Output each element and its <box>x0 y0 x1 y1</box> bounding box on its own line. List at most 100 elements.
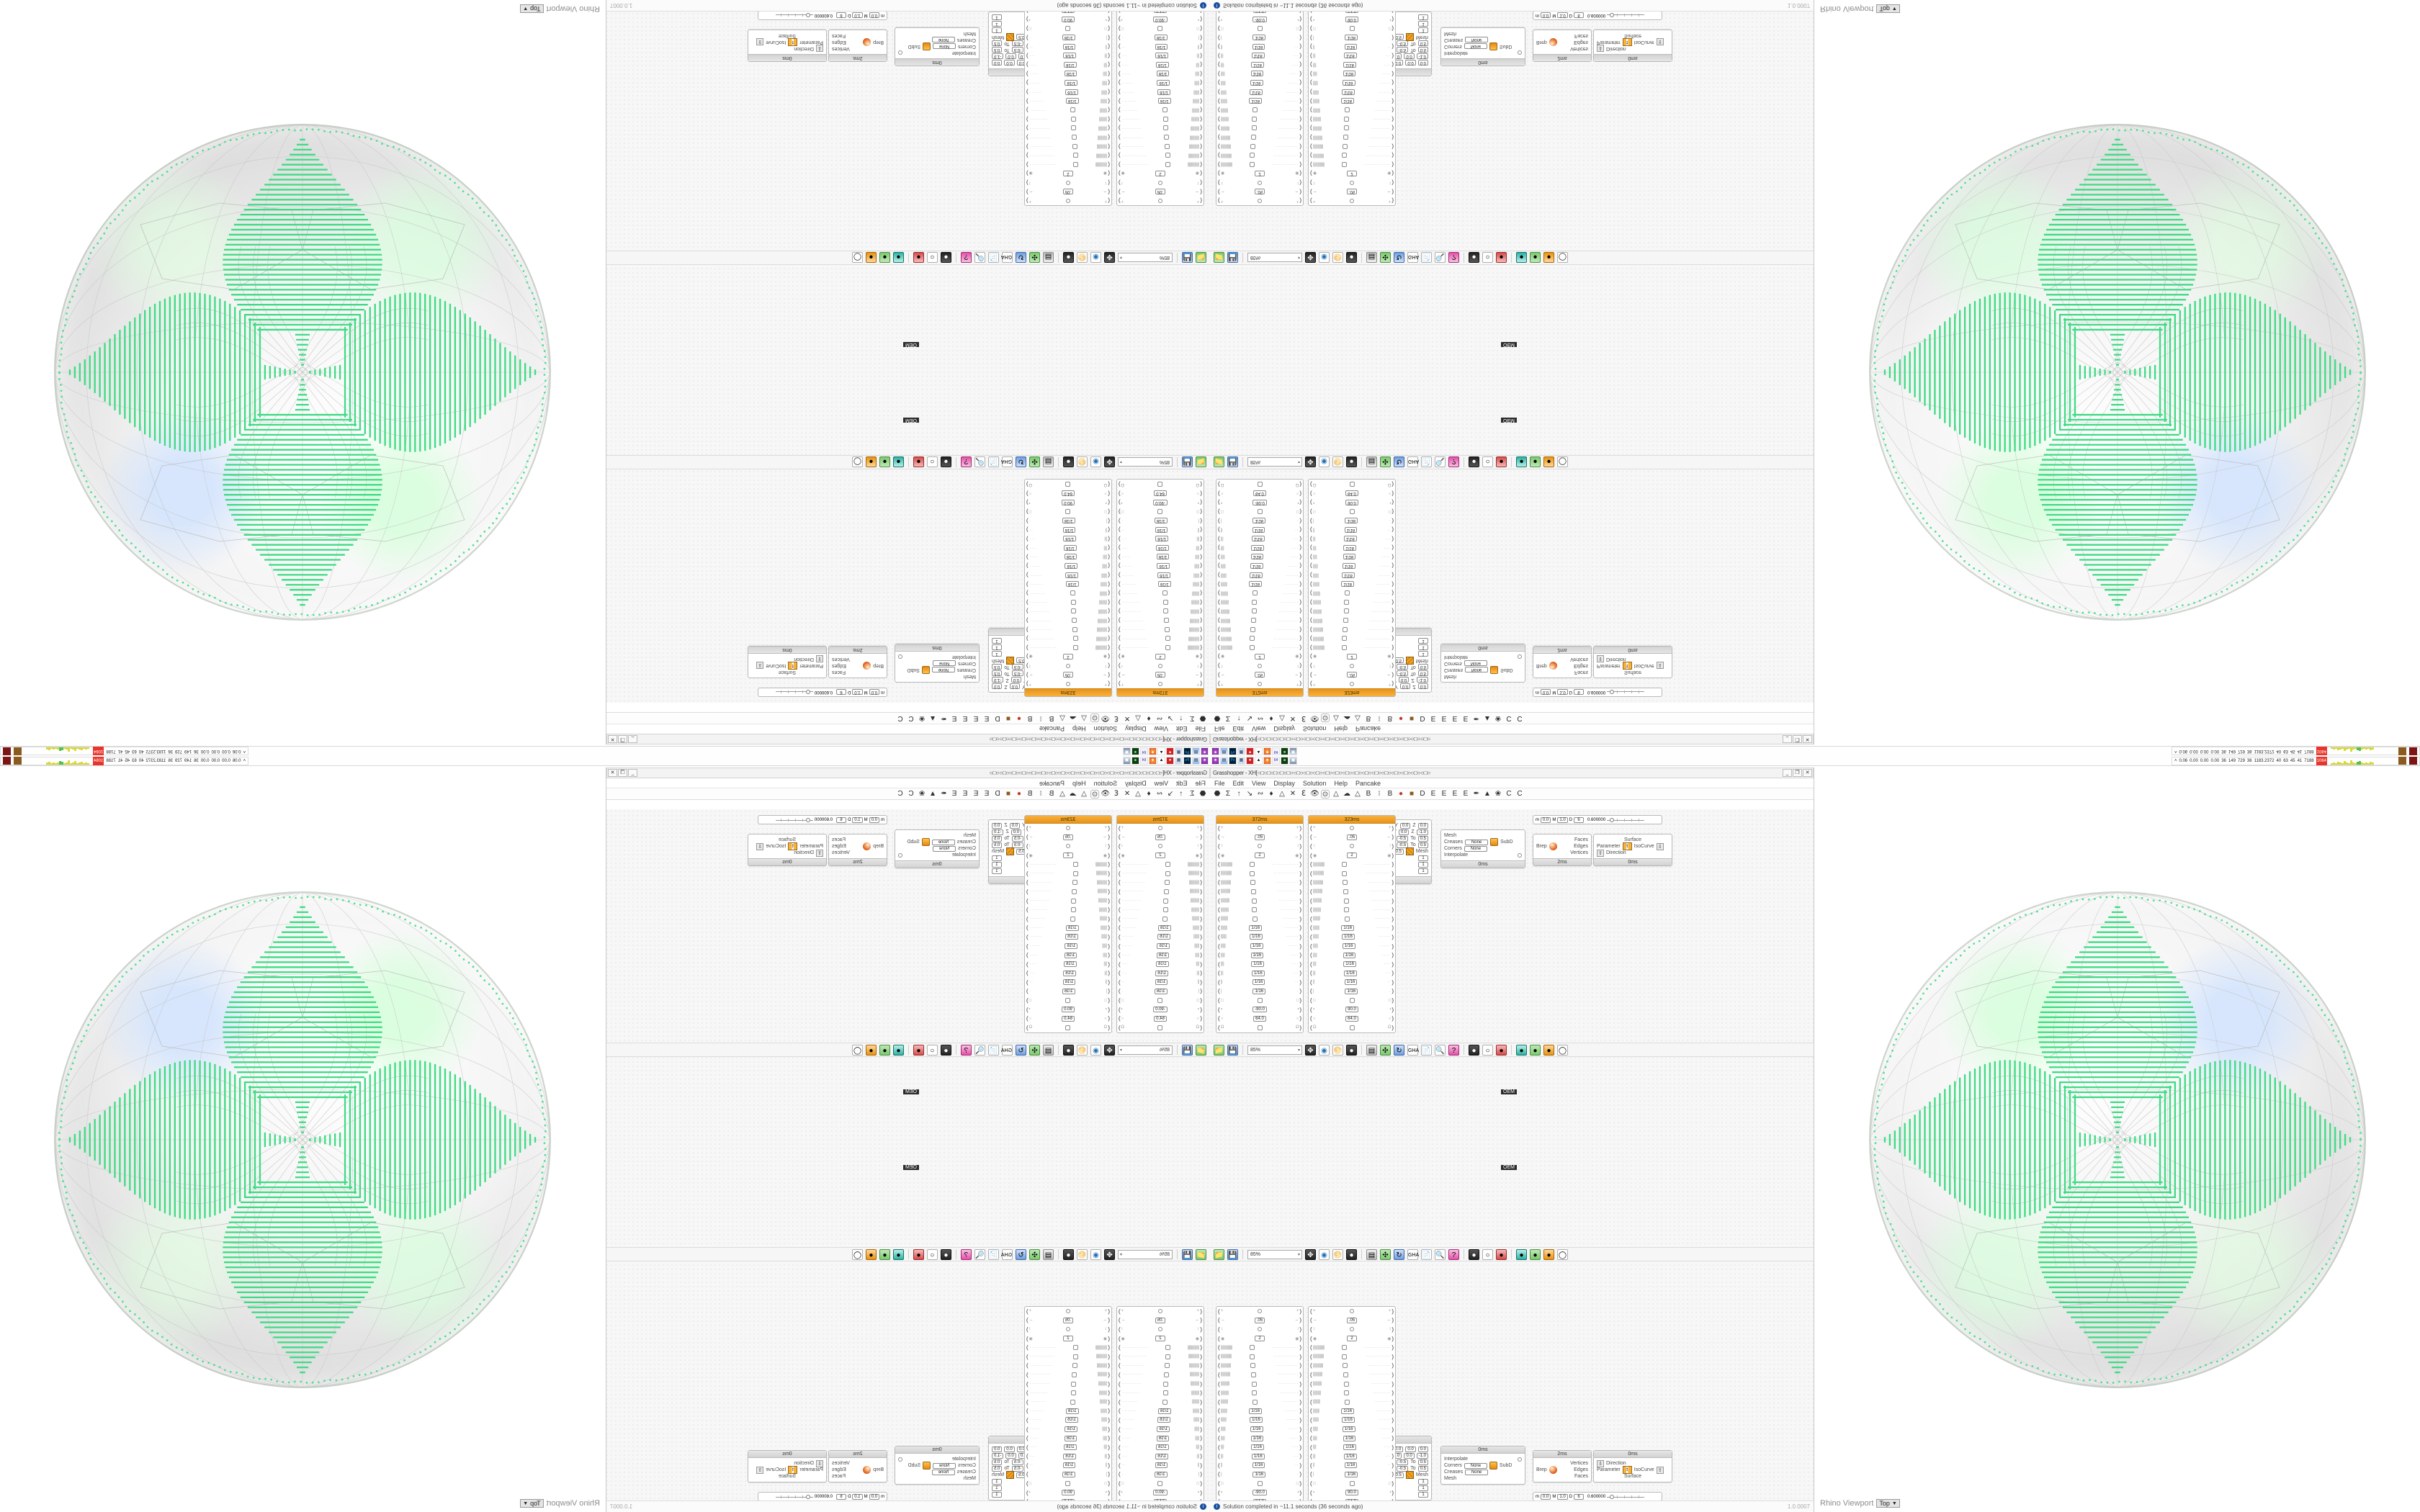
monitor-icon-2[interactable]: ▤ <box>1366 1248 1377 1260</box>
hexagon-icon[interactable]: ⬣ <box>1214 789 1221 798</box>
param-value-field[interactable]: 1/16 <box>1250 572 1263 578</box>
interpolate-toggle-2[interactable] <box>1518 1457 1522 1462</box>
input-port[interactable]: ( <box>1108 988 1110 995</box>
param-row[interactable]: (| 1/16 ·) <box>1025 516 1111 526</box>
output-port[interactable]: ) <box>1026 915 1028 922</box>
input-port[interactable]: ( <box>1108 24 1110 32</box>
input-port[interactable]: ( <box>1218 1335 1220 1342</box>
param-row[interactable]: (||||||||||||| ·············) <box>1309 878 1395 888</box>
z-count-field-2[interactable]: 1 <box>1418 14 1428 21</box>
param-row-value-cell[interactable]: 1/16 <box>1058 952 1084 958</box>
param-row-value-cell[interactable]: 1/16 <box>1056 988 1082 994</box>
param-row[interactable]: (||||||||||| ···········) <box>1025 1380 1111 1389</box>
param-row[interactable]: (↕ ↕) <box>1309 842 1395 851</box>
param-row[interactable]: (⇔ .05 ⇔) <box>1216 670 1303 680</box>
param-row-value-cell[interactable] <box>1060 1390 1086 1396</box>
param-row-value-cell[interactable] <box>1240 153 1265 158</box>
package-help-icon[interactable]: ? <box>1448 456 1459 468</box>
param-row[interactable]: (◉ 2 ◉) <box>1117 652 1204 662</box>
output-port[interactable]: ) <box>1119 572 1121 579</box>
param-toggle-square[interactable] <box>1257 1025 1263 1030</box>
output-port[interactable]: ) <box>1026 535 1028 542</box>
output-port[interactable]: ) <box>1119 888 1121 895</box>
output-port[interactable]: ) <box>1119 70 1121 77</box>
zaxis-z-field[interactable]: -1.0 <box>992 677 1004 683</box>
param-row-value-cell[interactable] <box>1240 1354 1265 1359</box>
recompute-icon-2[interactable]: ↻ <box>1016 252 1026 264</box>
menu-item-pancake[interactable]: Pancake <box>1039 779 1065 787</box>
viewport-projection-dropdown[interactable]: Top ▼ <box>1876 1499 1900 1508</box>
shade-black-icon-2[interactable]: ● <box>941 252 951 264</box>
input-port[interactable]: ( <box>1200 978 1202 986</box>
presentation-icon[interactable]: ▤ <box>1192 757 1200 765</box>
input-port[interactable]: ( <box>1310 1462 1312 1469</box>
e4-icon[interactable]: E <box>1463 789 1469 798</box>
param-toggle-square[interactable] <box>1257 508 1263 514</box>
param-row[interactable]: (⇔ .05 ⇔) <box>1309 833 1395 842</box>
input-port[interactable]: ( <box>1200 1444 1202 1451</box>
param-row-value-cell[interactable] <box>1154 626 1180 632</box>
input-port[interactable]: ( <box>1310 1480 1312 1488</box>
input-port[interactable]: ( <box>1200 1426 1202 1433</box>
output-port[interactable]: ) <box>1299 179 1301 186</box>
x-to-field[interactable]: 0.5 <box>992 670 1003 677</box>
param-row-value-cell[interactable] <box>1240 880 1266 886</box>
param-row-value-cell[interactable]: 64.0 <box>1247 490 1273 497</box>
minimize-button[interactable]: _ <box>628 769 637 777</box>
output-port[interactable]: ) <box>1026 879 1028 886</box>
param-row-value-cell[interactable] <box>1241 608 1267 614</box>
param-value-field[interactable]: 2 <box>1347 170 1357 176</box>
arrow-icon[interactable]: ↘ <box>1167 789 1174 798</box>
param-row-value-cell[interactable]: .05 <box>1339 1317 1365 1323</box>
output-port[interactable]: ) <box>1299 143 1301 150</box>
param-row[interactable]: (|| 1/16 ··) <box>1025 978 1111 987</box>
param-row-value-cell[interactable]: 1/16 <box>1148 979 1174 986</box>
input-port[interactable]: ( <box>1310 1024 1312 1031</box>
param-row[interactable]: (||||||||| ·········) <box>1216 105 1303 114</box>
param-value-field[interactable]: 1/16 <box>1251 544 1264 551</box>
param-row[interactable]: (||||||| 1/16 ·······) <box>1309 932 1395 942</box>
param-row[interactable]: (+ +) <box>1216 1307 1303 1316</box>
param-row[interactable]: (▪ -90.0 ▪) <box>1117 15 1204 24</box>
param-row-value-cell[interactable] <box>1335 916 1361 922</box>
input-port[interactable]: ( <box>1310 79 1312 86</box>
deconstruct-brep-component-lower[interactable]: 2ms Vertices Brep Edges <box>1533 30 1592 62</box>
param-row[interactable]: (||||||| 1/16 ·······) <box>1216 570 1303 580</box>
param-toggle-square[interactable] <box>1341 161 1347 167</box>
param-row[interactable]: (○64.0○) <box>1309 1014 1395 1023</box>
firefox-icon[interactable]: ● <box>1149 757 1157 765</box>
param-value-field[interactable]: 1/16 <box>1063 536 1076 542</box>
output-port[interactable]: ) <box>1299 572 1301 579</box>
output-port[interactable]: ) <box>1299 888 1301 895</box>
preview-eye-icon[interactable]: ◉ <box>1090 1044 1101 1056</box>
output-port[interactable]: ) <box>1119 1015 1121 1022</box>
output-port[interactable]: ) <box>1026 952 1028 959</box>
input-port[interactable]: ( <box>1218 1024 1220 1031</box>
param-row-value-cell[interactable]: 2 <box>1055 653 1081 660</box>
menu-item-solution[interactable]: Solution <box>1093 725 1118 733</box>
param-value-field[interactable]: 2 <box>1155 1336 1165 1342</box>
input-port[interactable]: ( <box>1108 170 1110 177</box>
d-icon[interactable]: D <box>995 789 1000 798</box>
param-row[interactable]: (|||||||||||||| ··············) <box>1216 150 1303 160</box>
output-port[interactable]: ) <box>1299 653 1301 660</box>
output-port[interactable]: ) <box>1392 24 1394 32</box>
input-port[interactable]: ( <box>1200 1335 1202 1342</box>
input-port[interactable]: ( <box>1108 97 1110 104</box>
input-port[interactable]: ( <box>1200 1308 1202 1315</box>
input-port[interactable]: ( <box>1200 197 1202 204</box>
input-port[interactable]: ( <box>1310 915 1312 922</box>
param-value-field[interactable]: 1/16 <box>1344 979 1358 986</box>
input-port[interactable]: ( <box>1218 508 1220 515</box>
down-arrow-icon-2[interactable]: ⇩ <box>1597 45 1604 53</box>
sigma-icon[interactable]: Σ <box>1225 714 1231 723</box>
input-port[interactable]: ( <box>1310 1435 1312 1442</box>
arrow-icon[interactable]: ↘ <box>1246 714 1253 723</box>
param-value-field[interactable]: 1/16 <box>1250 1417 1263 1423</box>
save-icon-2[interactable]: 💾 <box>1227 252 1238 264</box>
input-port[interactable]: ( <box>1310 580 1312 588</box>
param-value-field[interactable]: -90.0 <box>1153 499 1168 505</box>
param-row[interactable]: (|| 1/16 ··) <box>1117 1461 1204 1470</box>
param-toggle-circle[interactable] <box>1066 198 1070 203</box>
param-row[interactable]: (||||| 1/16 ·····) <box>1117 69 1204 78</box>
